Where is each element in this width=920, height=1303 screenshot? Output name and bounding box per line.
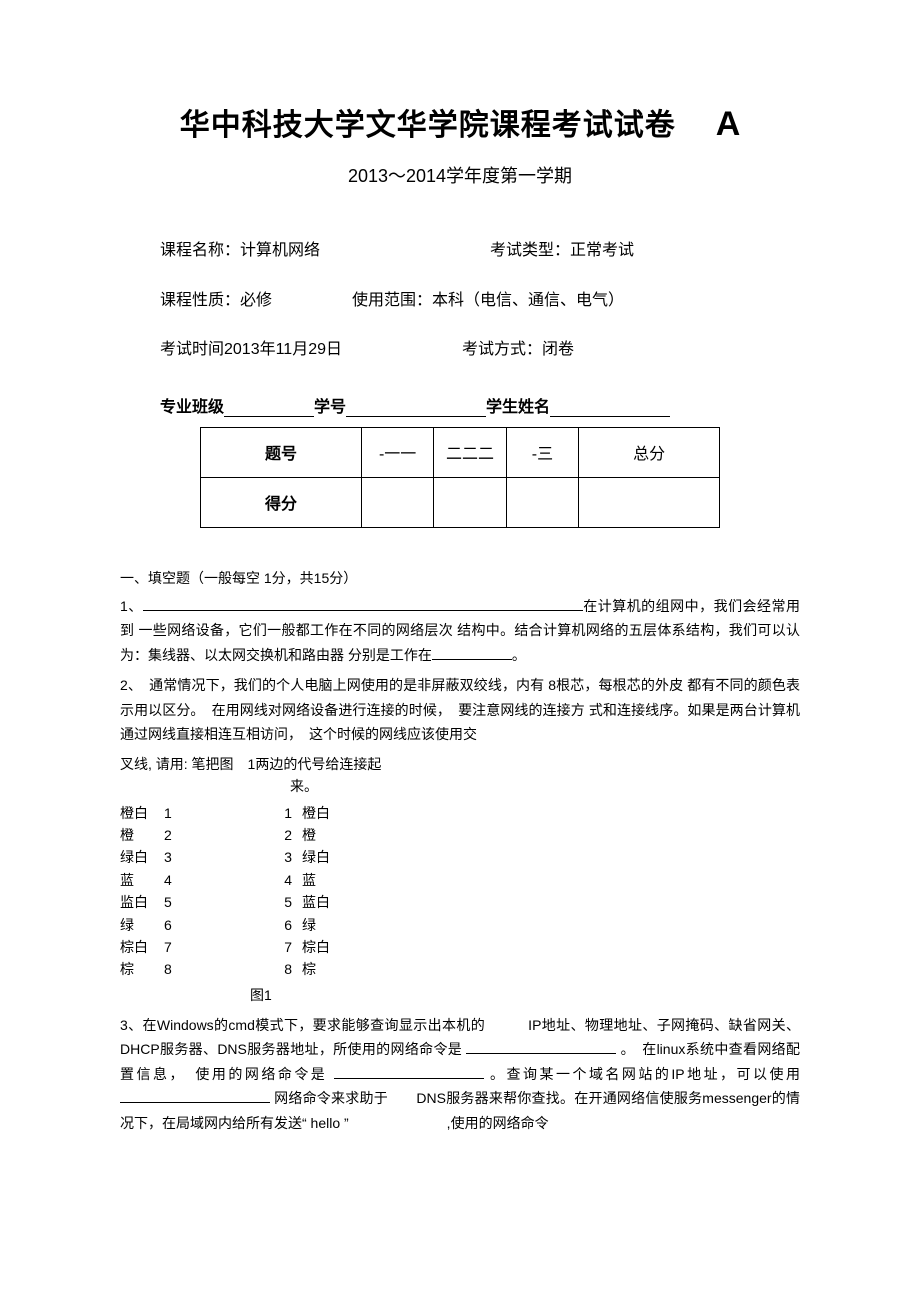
figure-1-caption: 图1 bbox=[250, 985, 800, 1005]
wire-color: 棕白 bbox=[302, 936, 336, 958]
crossnote-a: 叉线, 请用: 笔把图 1两边的代号给连接起 bbox=[120, 756, 381, 772]
wire-number: 1 bbox=[164, 802, 178, 824]
wire-number: 5 bbox=[164, 891, 178, 913]
wire-number: 3 bbox=[164, 846, 178, 868]
exam-time: 考试时间2013年11月29日 bbox=[160, 337, 342, 363]
student-id-blank bbox=[346, 399, 486, 417]
wire-number: 2 bbox=[278, 824, 292, 846]
wire-color: 橙白 bbox=[302, 802, 336, 824]
class-blank bbox=[224, 399, 314, 417]
wire-row: 监白 5 bbox=[120, 891, 178, 913]
wire-row: 2橙 bbox=[278, 824, 336, 846]
col-1: -一一 bbox=[361, 427, 433, 477]
wire-row: 4蓝 bbox=[278, 869, 336, 891]
wire-number: 7 bbox=[278, 936, 292, 958]
wire-right-column: 1橙白2橙3绿白4蓝5蓝白6绿7棕白8棕 bbox=[278, 802, 336, 981]
score-cell bbox=[361, 477, 433, 527]
q1-end: 。 bbox=[512, 647, 526, 663]
wire-color: 绿 bbox=[120, 914, 154, 936]
wire-row: 棕白 7 bbox=[120, 936, 178, 958]
exam-type: 考试类型：正常考试 bbox=[490, 238, 634, 264]
score-cell bbox=[506, 477, 578, 527]
fill-blank bbox=[466, 1040, 616, 1054]
row-label: 得分 bbox=[201, 477, 362, 527]
wire-color: 监白 bbox=[120, 891, 154, 913]
page-title: 华中科技大学文华学院课程考试试卷 bbox=[180, 100, 676, 144]
wire-row: 7 棕白 bbox=[278, 936, 336, 958]
wire-color: 绿白 bbox=[302, 846, 336, 868]
score-table: 题号 -一一 二二二 -三 总分 得分 bbox=[200, 427, 720, 528]
wire-color: 蓝白 bbox=[302, 891, 336, 913]
wire-color: 橙 bbox=[302, 824, 336, 846]
scope: 使用范围：本科（电信、通信、电气） bbox=[352, 288, 624, 314]
semester-subtitle: 2013～2014学年度第一学期 bbox=[120, 162, 800, 188]
course-nature: 课程性质：必修 bbox=[160, 288, 272, 314]
wire-number: 6 bbox=[278, 914, 292, 936]
fill-blank bbox=[334, 1065, 484, 1079]
student-name-label: 学生姓名 bbox=[486, 393, 550, 417]
question-1: 1、在计算机的组网中，我们会经常用到 一些网络设备，它们一般都工作在不同的网络层… bbox=[120, 594, 800, 668]
fill-blank bbox=[143, 597, 583, 611]
wire-color: 橙白 bbox=[120, 802, 154, 824]
wire-number: 7 bbox=[164, 936, 178, 958]
wire-number: 6 bbox=[164, 914, 178, 936]
wire-number: 8 bbox=[278, 958, 292, 980]
score-cell bbox=[434, 477, 506, 527]
fill-blank bbox=[432, 646, 512, 660]
question-2: 2、 通常情况下，我们的个人电脑上网使用的是非屏蔽双绞线，内有 8根芯，每根芯的… bbox=[120, 673, 800, 747]
wire-row: 绿白 3 bbox=[120, 846, 178, 868]
wire-row: 6绿 bbox=[278, 914, 336, 936]
wire-color: 蓝 bbox=[120, 869, 154, 891]
q1-prefix: 1、 bbox=[120, 598, 143, 614]
wire-color: 绿 bbox=[302, 914, 336, 936]
wire-row: 橙2 bbox=[120, 824, 178, 846]
course-name: 课程名称：计算机网络 bbox=[160, 238, 320, 264]
wire-number: 8 bbox=[164, 958, 178, 980]
crossover-instruction: 叉线, 请用: 笔把图 1两边的代号给连接起 来。 bbox=[120, 753, 800, 798]
wire-number: 3 bbox=[278, 846, 292, 868]
student-name-blank bbox=[550, 399, 670, 417]
wire-number: 4 bbox=[278, 869, 292, 891]
wire-row: 蓝4 bbox=[120, 869, 178, 891]
wire-number: 1 bbox=[278, 802, 292, 824]
wire-color: 棕白 bbox=[120, 936, 154, 958]
wire-row: 3 绿白 bbox=[278, 846, 336, 868]
wire-row: 橙白 1 bbox=[120, 802, 178, 824]
col-2: 二二二 bbox=[434, 427, 506, 477]
col-3: -三 bbox=[506, 427, 578, 477]
wire-row: 1 橙白 bbox=[278, 802, 336, 824]
crossnote-b: 来。 bbox=[290, 775, 800, 797]
row-label: 题号 bbox=[201, 427, 362, 477]
wire-row: 8棕 bbox=[278, 958, 336, 980]
wire-color: 棕 bbox=[302, 958, 336, 980]
wire-color: 绿白 bbox=[120, 846, 154, 868]
wire-number: 2 bbox=[164, 824, 178, 846]
wire-row: 5 蓝白 bbox=[278, 891, 336, 913]
wire-number: 4 bbox=[164, 869, 178, 891]
score-cell bbox=[579, 477, 720, 527]
wire-color: 橙 bbox=[120, 824, 154, 846]
wire-number: 5 bbox=[278, 891, 292, 913]
wire-color: 棕 bbox=[120, 958, 154, 980]
figure-1: 橙白1橙2绿白3蓝4监白5绿6棕白7棕8 1橙白2橙3绿白4蓝5蓝白6绿7棕白8… bbox=[120, 802, 800, 981]
wire-color: 蓝 bbox=[302, 869, 336, 891]
q3-part-c: 。查询某一个域名网站的IP地址，可以使用 bbox=[490, 1066, 800, 1082]
class-label: 专业班级 bbox=[160, 393, 224, 417]
wire-row: 绿6 bbox=[120, 914, 178, 936]
exam-mode: 考试方式：闭卷 bbox=[462, 337, 574, 363]
wire-left-column: 橙白1橙2绿白3蓝4监白5绿6棕白7棕8 bbox=[120, 802, 178, 981]
fill-blank bbox=[120, 1089, 270, 1103]
wire-row: 棕8 bbox=[120, 958, 178, 980]
col-total: 总分 bbox=[579, 427, 720, 477]
section-1-heading: 一、填空题（一般每空 1分，共15分） bbox=[120, 568, 800, 588]
student-id-label: 学号 bbox=[314, 393, 346, 417]
paper-variant-letter: A bbox=[716, 105, 741, 144]
question-3: 3、在Windows的cmd模式下，要求能够查询显示出本机的 IP地址、物理地址… bbox=[120, 1013, 800, 1136]
